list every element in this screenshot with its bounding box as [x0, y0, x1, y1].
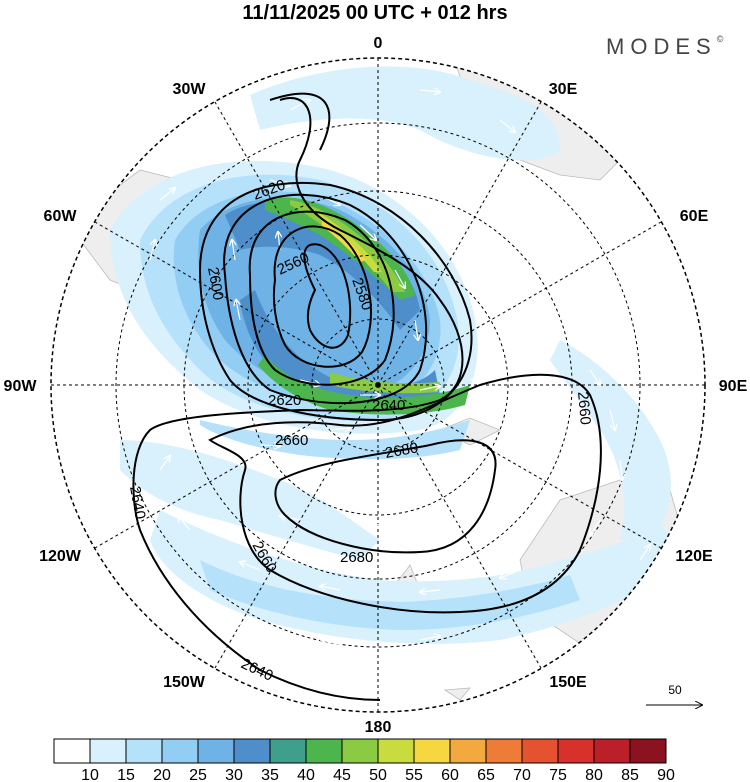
- colorbar-swatch: [521, 738, 559, 764]
- colorbar-swatch: [557, 738, 595, 764]
- colorbar-swatch: [341, 738, 379, 764]
- reference-vector-label: 50: [668, 683, 682, 697]
- colorbar-swatch: [161, 738, 199, 764]
- colorbar-swatch: [449, 738, 487, 764]
- colorbar-tick-label: 10: [81, 767, 99, 782]
- colorbar: 10 15 20 25 30 35 40 45 50 55 60 65 70 75 80 85 90: [53, 738, 675, 782]
- colorbar-swatch: [89, 738, 127, 764]
- lon-label-150e: 150E: [549, 674, 587, 691]
- colorbar-tick-label: 50: [369, 767, 387, 782]
- lon-label-60w: 60W: [44, 208, 78, 225]
- contour-label-2620-bottom: 2620: [268, 392, 301, 409]
- brand-mark: ©: [716, 34, 724, 44]
- lon-label-30w: 30W: [173, 81, 207, 98]
- wind-vectors: [149, 90, 650, 644]
- colorbar-tick-label: 30: [225, 767, 243, 782]
- map-disk: [51, 58, 705, 712]
- colorbar-tick-label: 80: [585, 767, 603, 782]
- colorbar-swatch: [629, 738, 667, 764]
- brand-logo: MODES©: [606, 34, 723, 60]
- contour-label-2660-right: 2660: [574, 391, 594, 426]
- colorbar-swatch: [197, 738, 235, 764]
- contour-label-2640-left: 2640: [126, 485, 149, 521]
- colorbar-swatch: [413, 738, 451, 764]
- colorbar-tick-label: 25: [189, 767, 207, 782]
- colorbar-swatch: [485, 738, 523, 764]
- lon-label-0: 0: [374, 35, 383, 52]
- contour-label-2680-upper: 2680: [384, 439, 420, 462]
- colorbar-tick-label: 75: [549, 767, 567, 782]
- meridians: [51, 58, 705, 712]
- brand-name: MODES: [606, 34, 717, 59]
- lon-label-150w: 150W: [163, 674, 206, 691]
- colorbar-swatch: [377, 738, 415, 764]
- colorbar-tick-label: 20: [153, 767, 171, 782]
- contour-label-2600: 2600: [204, 266, 227, 302]
- map-boundary: [50, 57, 706, 713]
- reference-vector: 50: [646, 683, 702, 705]
- contours: [132, 92, 602, 701]
- lon-label-60e: 60E: [680, 208, 709, 225]
- colorbar-swatch: [269, 738, 307, 764]
- colorbar-tick-label: 65: [477, 767, 495, 782]
- colorbar-swatch: [233, 738, 271, 764]
- lon-label-30e: 30E: [549, 81, 578, 98]
- colorbar-tick-label: 55: [405, 767, 423, 782]
- longitude-labels: 0 30E 60E 90E 120E 150E 180 150W 120W 90…: [4, 35, 748, 736]
- colorbar-tick-label: 45: [333, 767, 351, 782]
- pole-marker: [375, 382, 381, 388]
- colorbar-swatch: [305, 738, 343, 764]
- colorbar-tick-label: 60: [441, 767, 459, 782]
- lon-label-90e: 90E: [719, 378, 748, 395]
- lon-label-120w: 120W: [39, 548, 82, 565]
- lon-label-120e: 120E: [675, 548, 713, 565]
- contour-label-2660-left: 2660: [275, 432, 308, 449]
- lon-label-90w: 90W: [4, 378, 38, 395]
- contour-label-2640-center: 2640: [372, 397, 405, 414]
- colorbar-tick-label: 35: [261, 767, 279, 782]
- colorbar-tick-label: 15: [117, 767, 135, 782]
- lon-label-180: 180: [365, 719, 392, 736]
- colorbar-swatch: [53, 738, 91, 764]
- colorbar-swatch: [593, 738, 631, 764]
- map-title: 11/11/2025 00 UTC + 012 hrs: [242, 2, 508, 24]
- colorbar-tick-label: 70: [513, 767, 531, 782]
- colorbar-tick-label: 40: [297, 767, 315, 782]
- colorbar-tick-label: 85: [621, 767, 639, 782]
- contour-label-2680-lower: 2680: [340, 549, 373, 566]
- colorbar-swatch: [125, 738, 163, 764]
- colorbar-tick-label: 90: [657, 767, 675, 782]
